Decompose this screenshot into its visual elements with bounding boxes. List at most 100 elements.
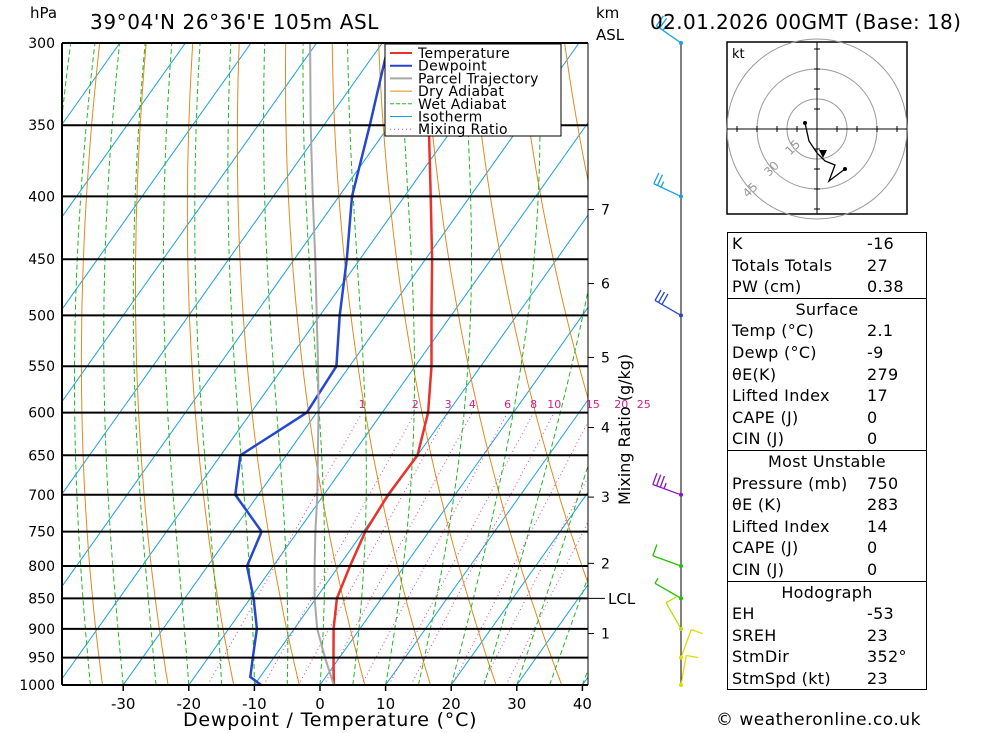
- wind-barb-feather: [655, 15, 664, 27]
- wind-barb: [680, 655, 687, 686]
- wet-adiabat-line: [450, 43, 541, 685]
- km-label: km: [596, 4, 619, 22]
- legend-item-label: Parcel Trajectory: [418, 71, 539, 87]
- dry-adiabat-line: [517, 43, 588, 401]
- wet-adiabat-line: [162, 43, 190, 685]
- hodograph-end-dot: [843, 167, 847, 171]
- dry-adiabat-line: [186, 43, 235, 685]
- wind-barb-feather: [662, 25, 667, 31]
- wind-level-dot: [679, 564, 683, 569]
- hodo-eh: EH -53: [732, 604, 895, 624]
- wind-barb-feather: [686, 654, 699, 659]
- km-tick-label: 2: [601, 556, 610, 572]
- wet-adiabat-line: [385, 43, 415, 685]
- wind-barb-feather: [663, 482, 667, 489]
- wet-adiabat-line: [263, 43, 289, 685]
- km-tick-label: 4: [601, 421, 610, 437]
- hodograph-start-dot: [803, 121, 807, 125]
- mixing-ratio-tick-label: 1: [359, 398, 366, 411]
- legend-item-label: Mixing Ratio: [418, 122, 508, 138]
- surface-title: Surface: [795, 299, 859, 319]
- mixing-ratio-tick-label: 10: [547, 398, 561, 411]
- legend-item-label: Isotherm: [418, 110, 483, 126]
- isotherm-line: [62, 43, 252, 311]
- x-axis-title: Dewpoint / Temperature (°C): [183, 709, 477, 731]
- pressure-tick-label: 800: [28, 559, 55, 575]
- most-unstable-title: Most Unstable: [768, 451, 886, 471]
- km-tick-label: 5: [601, 350, 610, 366]
- index-totals-totals: Totals Totals 27: [732, 255, 888, 275]
- mixing-ratio-line: [410, 412, 555, 685]
- hodo-stmdir: StmDir 352°: [732, 647, 907, 667]
- pressure-tick-label: 500: [28, 308, 55, 324]
- wind-barb-feather: [652, 473, 658, 485]
- hodograph-section: Hodograph EH -53 SREH 23 StmDir 352° StmSpd…: [728, 580, 926, 690]
- pressure-tick-label: 650: [28, 448, 55, 464]
- surface-temp: Temp (°C) 2.1: [732, 321, 894, 341]
- mixing-ratio-line: [388, 412, 535, 685]
- km-tick-label: 7: [601, 203, 610, 219]
- wind-level-dot: [679, 41, 683, 45]
- wind-barb: [665, 602, 682, 630]
- legend-item-label: Dewpoint: [418, 59, 487, 75]
- legend-item-label: Dry Adiabat: [418, 84, 504, 100]
- mu-cape: CAPE (J) 0: [732, 538, 878, 558]
- lcl-label: LCL: [608, 590, 636, 608]
- mu-lifted-index: Lifted Index 14: [732, 516, 888, 536]
- hodograph-trace: [804, 122, 846, 183]
- x-tick-label: 30: [507, 695, 526, 713]
- pressure-tick-label: 950: [28, 651, 55, 667]
- surface-lifted-index: Lifted Index 17: [732, 386, 888, 406]
- wet-adiabat-line: [103, 43, 124, 685]
- x-tick-label: 10: [376, 695, 395, 713]
- wind-barb-feather: [655, 474, 662, 487]
- index-pw: PW (cm) 0.38: [732, 277, 904, 297]
- dry-adiabat-line: [236, 43, 300, 685]
- isotherm-line: [450, 491, 588, 685]
- dry-adiabat-line: [983, 43, 1000, 685]
- dry-adiabat-line: [80, 43, 103, 685]
- isotherm-line: [62, 43, 514, 680]
- x-tick-label: 0: [315, 695, 325, 713]
- wind-barb: [653, 183, 682, 197]
- wind-barb-feather: [661, 293, 669, 305]
- wind-barb-feather: [654, 289, 662, 301]
- wind-barb-feather: [657, 291, 666, 303]
- mixing-ratio-tick-label: 20: [614, 398, 628, 411]
- wind-barb-feather: [660, 181, 665, 188]
- wind-level-dot: [679, 596, 683, 601]
- pressure-tick-label: 700: [28, 488, 55, 504]
- isotherm-line: [62, 43, 121, 126]
- isotherm-line: [62, 43, 449, 588]
- isotherm-line: [385, 399, 588, 685]
- asl-label: ASL: [596, 26, 625, 44]
- most-unstable-section: Most Unstable Pressure (mb) 750 θE (K) 283…: [728, 449, 926, 581]
- pressure-tick-label: 850: [28, 591, 55, 607]
- isotherm-line: [62, 43, 383, 495]
- x-tick-label: 20: [442, 695, 461, 713]
- legend-item-label: Temperature: [417, 46, 510, 62]
- pressure-tick-label: 550: [28, 359, 55, 375]
- surface-section: Surface Temp (°C) 2.1 Dewp (°C) -9 θE(K) 27…: [728, 297, 926, 450]
- wind-level-dot: [679, 655, 683, 660]
- pressure-tick-label: 1000: [19, 678, 55, 694]
- surface-cape: CAPE (J) 0: [732, 407, 878, 427]
- x-tick-label: 40: [573, 695, 592, 713]
- dry-adiabat-line: [285, 43, 366, 685]
- pressure-tick-label: 600: [28, 406, 55, 422]
- hodograph-unit-label: kt: [732, 47, 745, 62]
- wet-adiabat-line: [347, 43, 367, 685]
- hodo-sreh: SREH 23: [732, 625, 888, 645]
- location-title: 39°04'N 26°36'E 105m ASL: [90, 10, 379, 34]
- dry-adiabat-line: [378, 43, 497, 685]
- wind-barb: [652, 555, 682, 567]
- copyright-text: © weatheronline.co.uk: [716, 710, 921, 730]
- mixing-ratio-tick-label: 4: [469, 398, 476, 411]
- pressure-tick-label: 900: [28, 622, 55, 638]
- wind-barb-feather: [659, 17, 668, 29]
- wind-barb-feather: [691, 628, 703, 635]
- mixing-ratio-tick-label: 6: [504, 398, 511, 411]
- pressure-tick-label: 750: [28, 525, 55, 541]
